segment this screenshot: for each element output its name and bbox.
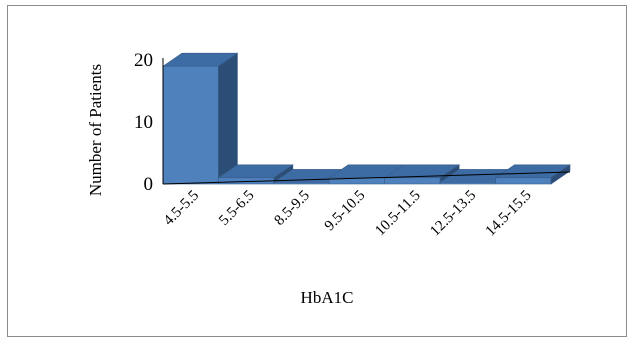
bar-front-4.5-5.5 [162,65,219,185]
y-tick-label: 10 [134,112,153,133]
bar-10.5-11.5 [383,164,461,185]
y-tick-label: 0 [144,174,154,195]
bar-front-8.5-9.5 [273,182,330,185]
chart-marks [162,52,571,185]
chart-axes [162,58,571,185]
y-tick-labels: 0 10 20 [134,50,153,195]
bar-front-14.5-15.5 [495,177,552,185]
x-tick-label: 4.5-5.5 [161,188,202,229]
y-axis-title: Number of Patients [86,64,105,196]
bar-5.5-6.5 [217,164,294,185]
x-axis-line [162,171,571,185]
bar-14.5-15.5 [494,164,571,185]
x-tick-label: 10.5-11.5 [372,188,424,240]
bar-front-12.5-13.5 [439,182,496,185]
x-tick-label: 8.5-9.5 [272,188,313,229]
x-tick-label: 9.5-10.5 [322,188,369,235]
bar-side-14.5-15.5 [550,164,571,185]
x-axis-title: HbA1C [301,288,354,307]
x-tick-labels: 4.5-5.5 5.5-6.5 8.5-9.5 9.5-10.5 10.5-11.5 12… [161,188,535,240]
x-tick-label: 5.5-6.5 [216,188,257,229]
bar-side-4.5-5.5 [218,52,238,179]
bar-front-10.5-11.5 [384,177,441,185]
x-tick-label: 14.5-15.5 [483,188,535,240]
bar-4.5-5.5 [162,52,239,185]
y-tick-label: 20 [134,50,153,71]
x-tick-label: 12.5-13.5 [427,188,479,240]
